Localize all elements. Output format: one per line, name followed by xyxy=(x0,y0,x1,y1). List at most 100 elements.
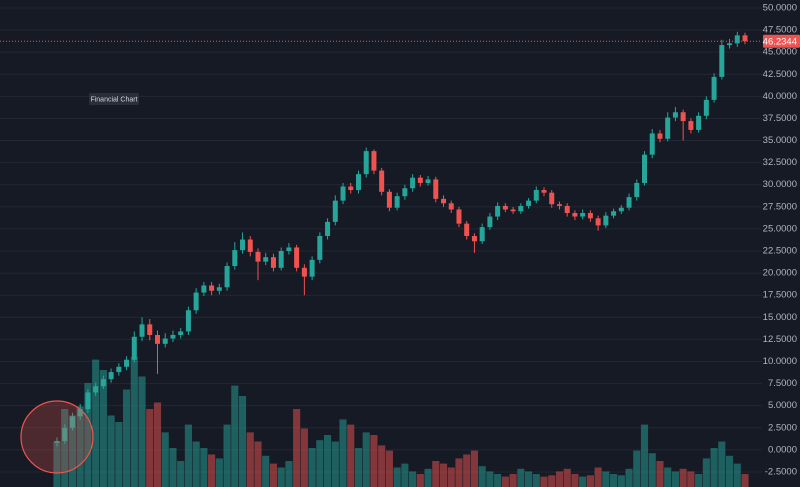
candle-body xyxy=(564,205,570,214)
candle-body xyxy=(286,247,292,252)
volume-bar xyxy=(494,474,502,487)
candle-body xyxy=(154,334,160,344)
title-box xyxy=(89,93,139,105)
candle-body xyxy=(526,200,532,206)
candle-body xyxy=(556,204,562,206)
candle-body xyxy=(549,192,555,205)
candle-body xyxy=(363,151,369,175)
candle-body xyxy=(672,112,678,118)
volume-bar xyxy=(277,467,285,487)
volume-bar xyxy=(463,454,471,487)
candle-body xyxy=(587,213,593,219)
candle-body xyxy=(611,211,617,216)
volume-bar xyxy=(470,450,479,487)
volume-bar xyxy=(246,432,254,487)
candle-body xyxy=(541,190,547,193)
candle-body xyxy=(680,112,686,122)
volume-bar xyxy=(625,468,633,487)
candle-body xyxy=(69,416,75,428)
candle-body xyxy=(240,239,246,251)
y-tick-label: 37.5000 xyxy=(763,113,797,124)
candle-body xyxy=(340,186,346,201)
volume-bar xyxy=(308,448,316,487)
candle-body xyxy=(394,196,400,208)
candle-body xyxy=(185,310,191,332)
candle-body xyxy=(417,177,423,183)
volume-bar xyxy=(517,468,525,487)
volume-bar xyxy=(509,474,517,487)
candle-body xyxy=(131,336,137,360)
candle-body xyxy=(247,239,253,252)
candle-body xyxy=(379,170,385,192)
volume-bar xyxy=(285,461,293,487)
volume-bar xyxy=(687,471,695,487)
volume-bar xyxy=(68,415,77,487)
candle-body xyxy=(332,200,338,222)
volume-bar xyxy=(548,475,556,487)
candle-body xyxy=(595,218,601,226)
y-tick-label: 15.0000 xyxy=(763,312,797,323)
candle-body xyxy=(580,213,586,217)
volume-bar xyxy=(146,409,154,487)
y-tick-label: 10.0000 xyxy=(763,356,797,367)
candle-body xyxy=(301,267,307,277)
candle-body xyxy=(216,287,222,291)
candle-body xyxy=(410,177,416,189)
candle-body xyxy=(603,215,609,226)
volume-bar xyxy=(99,370,107,487)
volume-bar xyxy=(602,471,610,487)
candle-body xyxy=(348,186,354,191)
volume-bar xyxy=(447,467,455,487)
volume-bar xyxy=(107,415,115,487)
volume-bar xyxy=(571,474,579,487)
candle-body xyxy=(62,427,68,442)
candle-body xyxy=(108,372,114,380)
volume-bar xyxy=(501,476,509,487)
y-tick-label: 35.0000 xyxy=(763,135,797,146)
candle-body xyxy=(441,198,447,204)
candle-body xyxy=(270,257,276,268)
volume-bar xyxy=(555,471,564,487)
chart-title: Financial Chart xyxy=(90,96,137,103)
candle-body xyxy=(719,45,725,77)
candle-body xyxy=(734,35,740,44)
y-tick-label: 45.0000 xyxy=(763,47,797,58)
volume-bar xyxy=(455,458,463,487)
volume-bar xyxy=(486,471,494,487)
y-tick-label: 0.0000 xyxy=(768,444,797,455)
volume-bar xyxy=(401,463,409,487)
volume-bar xyxy=(238,396,247,487)
candle-body xyxy=(642,154,648,183)
volume-bar xyxy=(478,466,486,487)
last-price-label: 46.2344 xyxy=(763,36,797,47)
volume-bar xyxy=(61,409,69,487)
volume-bar xyxy=(354,448,363,487)
volume-bar xyxy=(331,441,339,487)
volume-pane xyxy=(53,357,749,487)
candle-body xyxy=(727,43,733,46)
y-tick-label: 30.0000 xyxy=(763,179,797,190)
volume-bar xyxy=(648,453,656,487)
volume-bar xyxy=(409,471,417,487)
y-tick-label: 17.5000 xyxy=(763,290,797,301)
volume-bar xyxy=(231,385,239,487)
volume-bar xyxy=(640,424,649,487)
candle-body xyxy=(433,179,439,199)
candle-body xyxy=(201,285,207,293)
candle-body xyxy=(147,324,153,335)
candle-body xyxy=(510,209,516,212)
candle-body xyxy=(170,334,176,339)
candle-body xyxy=(471,235,477,242)
y-tick-label: 25.0000 xyxy=(763,223,797,234)
volume-bar xyxy=(610,474,618,487)
volume-bar xyxy=(362,432,370,487)
volume-bar xyxy=(254,441,262,487)
y-tick-label: 32.5000 xyxy=(763,157,797,168)
y-tick-label: 7.5000 xyxy=(768,378,797,389)
volume-bar xyxy=(741,474,749,487)
candle-body xyxy=(688,121,694,130)
volume-bar xyxy=(617,475,625,487)
volume-bar xyxy=(208,454,216,487)
candle-body xyxy=(54,441,60,443)
